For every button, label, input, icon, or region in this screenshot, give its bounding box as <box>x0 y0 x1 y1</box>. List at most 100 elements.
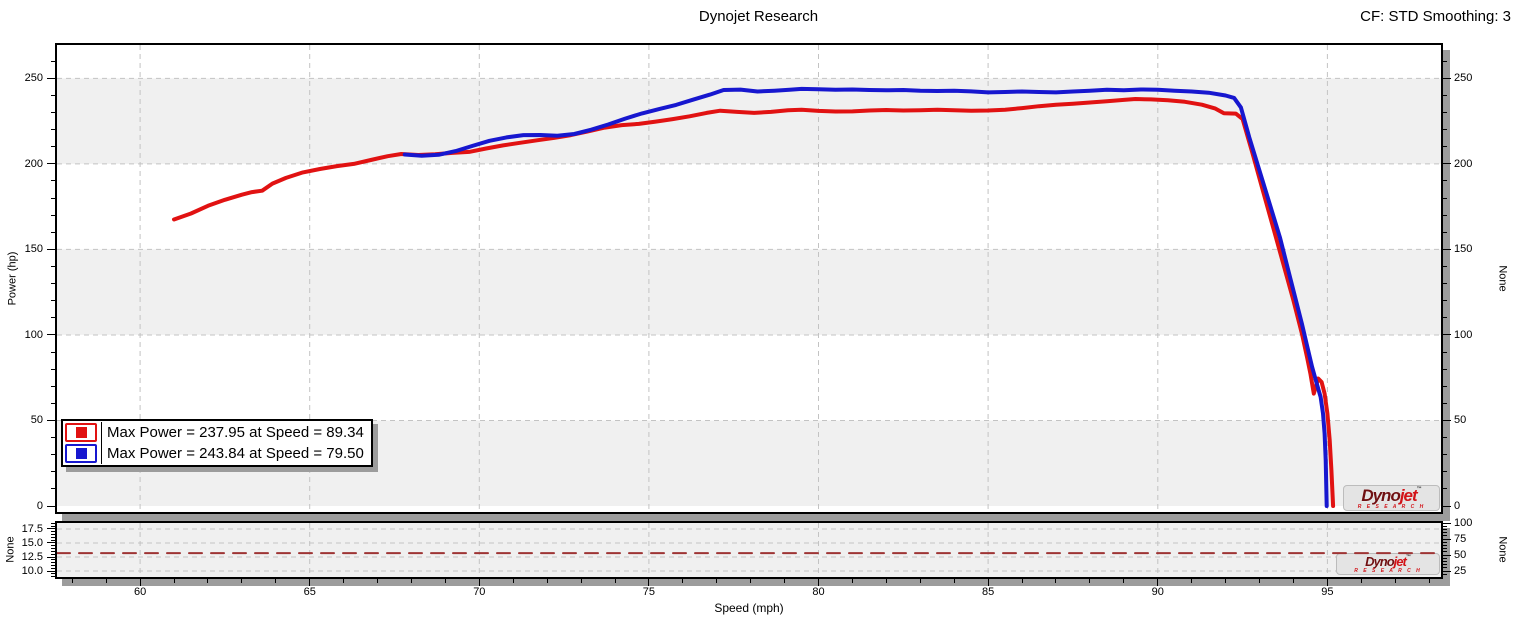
logo-tm: ™ <box>1405 554 1411 560</box>
y2-minor-tick <box>1443 471 1447 473</box>
y-minor-tick <box>51 146 55 148</box>
x-minor-tick <box>1157 579 1159 583</box>
logo-brand-b: jet <box>1393 554 1407 569</box>
y2-minor-tick <box>1443 419 1447 421</box>
x-tick-label: 90 <box>1151 586 1164 598</box>
y-minor-tick <box>51 534 55 536</box>
y2-tick-label: 50 <box>1454 414 1467 427</box>
y2-tick <box>1443 334 1451 336</box>
x-minor-tick <box>682 579 684 583</box>
y-minor-tick <box>51 531 55 533</box>
y2-minor-tick <box>1443 146 1447 148</box>
correction-factor-label: CF: STD Smoothing: 3 <box>1360 8 1511 25</box>
y-tick-label: 250 <box>24 72 43 85</box>
y-tick-label: 10.0 <box>21 565 43 577</box>
y-minor-tick <box>51 197 55 199</box>
y-minor-tick <box>51 266 55 268</box>
x-minor-tick <box>1021 579 1023 583</box>
chart-series-layer <box>172 86 1336 508</box>
x-minor-tick <box>716 579 718 583</box>
y-axis-title-power: Power (hp) <box>6 251 19 306</box>
x-minor-tick <box>139 579 141 583</box>
secondary-chart-plot-area[interactable]: Dynojet™ R E S E A R C H <box>55 521 1443 579</box>
y2-minor-tick <box>1443 548 1447 550</box>
y2-axis-title-none-main: None <box>1496 265 1509 292</box>
x-minor-tick <box>1191 579 1193 583</box>
y-minor-tick <box>51 368 55 370</box>
x-tick-label: 80 <box>812 586 825 598</box>
y-minor-tick <box>51 283 55 285</box>
y2-minor-tick <box>1443 544 1447 546</box>
y-minor-tick <box>51 525 55 527</box>
logo-research-text: R E S E A R C H <box>1354 568 1422 574</box>
y-minor-tick <box>51 570 55 572</box>
x-minor-tick <box>173 579 175 583</box>
x-tick-label: 85 <box>982 586 995 598</box>
y-minor-tick <box>51 163 55 165</box>
y2-minor-tick <box>1443 402 1447 404</box>
x-minor-tick <box>377 579 379 583</box>
y2-minor-tick <box>1443 60 1447 62</box>
y-tick-label: 200 <box>24 157 43 170</box>
y2-minor-tick <box>1443 197 1447 199</box>
y-minor-tick <box>51 505 55 507</box>
legend-swatch <box>65 444 97 463</box>
y-minor-tick <box>51 385 55 387</box>
y2-tick <box>1443 538 1451 540</box>
y-minor-tick <box>51 471 55 473</box>
y2-minor-tick <box>1443 535 1447 537</box>
x-minor-tick <box>71 579 73 583</box>
logo-research-text: R E S E A R C H <box>1357 504 1426 510</box>
legend-swatch-fill <box>75 427 87 438</box>
y2-minor-tick <box>1443 437 1447 439</box>
x-minor-tick <box>648 579 650 583</box>
y-minor-tick <box>51 576 55 578</box>
x-minor-tick <box>987 579 989 583</box>
y2-tick <box>1443 77 1451 79</box>
legend-item: Max Power = 243.84 at Speed = 79.50 <box>65 443 369 464</box>
x-minor-tick <box>309 579 311 583</box>
x-tick-label: 70 <box>473 586 486 598</box>
x-minor-tick <box>851 579 853 583</box>
y2-tick-label: 250 <box>1454 72 1473 85</box>
x-tick-label: 65 <box>303 586 316 598</box>
y-minor-tick <box>51 488 55 490</box>
y-minor-tick <box>51 419 55 421</box>
y2-minor-tick <box>1443 77 1447 79</box>
y2-minor-tick <box>1443 554 1447 556</box>
x-minor-tick <box>512 579 514 583</box>
y-minor-tick <box>51 214 55 216</box>
y2-minor-tick <box>1443 541 1447 543</box>
x-minor-tick <box>410 579 412 583</box>
legend-box[interactable]: Max Power = 237.95 at Speed = 89.34 Max P… <box>61 419 373 467</box>
y-minor-tick <box>51 564 55 566</box>
y2-minor-tick <box>1443 454 1447 456</box>
x-minor-tick <box>919 579 921 583</box>
y-minor-tick <box>51 60 55 62</box>
y2-minor-tick <box>1443 248 1447 250</box>
logo-brand-a: Dyno <box>1361 486 1400 505</box>
y2-minor-tick <box>1443 538 1447 540</box>
x-minor-tick <box>241 579 243 583</box>
y2-minor-tick <box>1443 368 1447 370</box>
y-minor-tick <box>51 545 55 547</box>
logo-brand-a: Dyno <box>1365 554 1394 569</box>
y-tick-label: 15.0 <box>21 536 43 549</box>
y2-tick-label: 0 <box>1454 500 1461 512</box>
y2-minor-tick <box>1443 112 1447 114</box>
y2-minor-tick <box>1443 525 1447 527</box>
y2-minor-tick <box>1443 300 1447 302</box>
x-minor-tick <box>885 579 887 583</box>
y2-minor-tick <box>1443 334 1447 336</box>
y2-minor-tick <box>1443 532 1447 534</box>
y2-minor-tick <box>1443 94 1447 96</box>
y2-tick-label: 200 <box>1454 157 1473 170</box>
y2-minor-tick <box>1443 528 1447 530</box>
y-minor-tick <box>51 553 55 555</box>
y2-minor-tick <box>1443 488 1447 490</box>
dynojet-logo-small: Dynojet™ R E S E A R C H <box>1336 553 1440 575</box>
y2-minor-tick <box>1443 557 1447 559</box>
y-minor-tick <box>51 548 55 550</box>
y-minor-tick <box>51 536 55 538</box>
